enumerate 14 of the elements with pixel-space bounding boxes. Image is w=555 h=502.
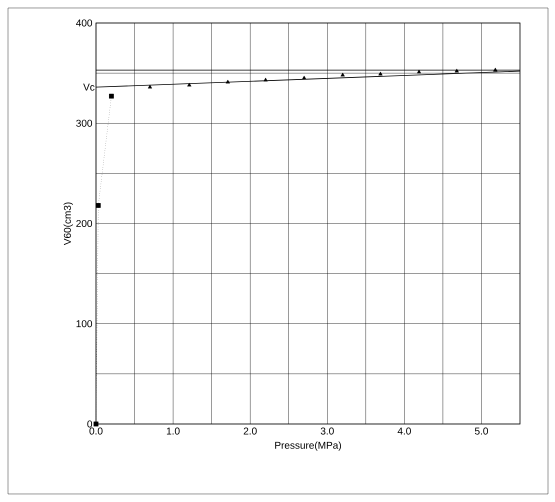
y-tick-label: 0	[87, 420, 92, 428]
y-tick-label: 200	[76, 220, 92, 228]
y-tick-label: 400	[76, 19, 92, 27]
x-tick-label: 1.0	[166, 428, 180, 435]
x-tick-label: 0.0	[89, 428, 103, 435]
y-tick-label: 300	[76, 120, 92, 127]
y-tick-label: 100	[76, 320, 92, 328]
x-tick-label: 3.0	[320, 428, 334, 435]
x-tick-label: 4.0	[398, 428, 411, 435]
x-tick-label: 5.0	[474, 428, 488, 435]
annotation: Vc	[83, 84, 95, 91]
x-tick-label: 2.0	[244, 428, 257, 435]
x-axis-title: Pressure(MPa)	[275, 441, 341, 451]
y-axis-title: V60(cm3)	[64, 202, 73, 246]
